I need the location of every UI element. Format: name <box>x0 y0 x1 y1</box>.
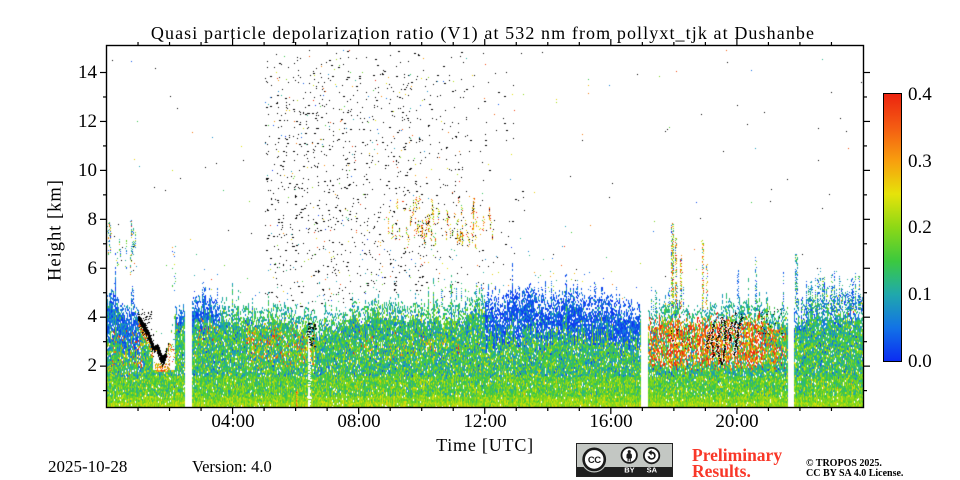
svg-text:SA: SA <box>646 465 657 474</box>
svg-text:BY: BY <box>624 465 634 474</box>
svg-text:CC: CC <box>587 455 600 466</box>
